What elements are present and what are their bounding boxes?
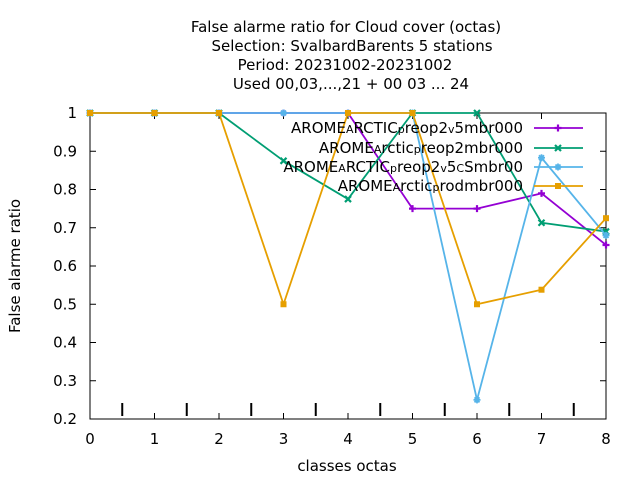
y-tick-label-6: 0.8 xyxy=(53,181,77,199)
x-tick-label-0: 0 xyxy=(85,430,95,448)
x-tick-label-2: 2 xyxy=(214,430,224,448)
series-3-point-8 xyxy=(603,232,610,239)
series-4-point-1 xyxy=(152,111,157,116)
series-1-point-6 xyxy=(474,205,481,212)
x-tick-label-7: 7 xyxy=(537,430,547,448)
legend-marker-1 xyxy=(555,125,562,132)
series-2-point-4 xyxy=(345,196,351,202)
legend-marker-3 xyxy=(555,164,562,171)
title-line-1: False alarme ratio for Cloud cover (octa… xyxy=(191,18,501,36)
y-tick-label-0: 0.2 xyxy=(53,410,77,428)
y-tick-label-3: 0.5 xyxy=(53,295,77,313)
legend-label-2: AROMEArcticpreop2mbr000 xyxy=(319,139,523,157)
series-4-point-8 xyxy=(604,216,609,221)
y-tick-label-4: 0.6 xyxy=(53,257,77,275)
x-tick-label-3: 3 xyxy=(279,430,289,448)
x-tick-label-5: 5 xyxy=(408,430,418,448)
series-4-point-3 xyxy=(281,302,286,307)
series-3-point-3 xyxy=(280,110,287,117)
series-3-point-6 xyxy=(474,396,481,403)
x-tick-label-6: 6 xyxy=(472,430,482,448)
y-tick-label-1: 0.3 xyxy=(53,372,77,390)
chart-title: False alarme ratio for Cloud cover (octa… xyxy=(191,18,501,93)
legend-label-3: AROMEARCTICpreop2v5CSmbr00 xyxy=(283,158,523,176)
y-axis-label: False alarme ratio xyxy=(6,199,24,333)
y-tick-label-5: 0.7 xyxy=(53,219,77,237)
title-line-2: Selection: SvalbardBarents 5 stations xyxy=(211,37,492,55)
y-tick-label-8: 1 xyxy=(67,104,77,122)
y-tick-label-7: 0.9 xyxy=(53,142,77,160)
series-4-point-4 xyxy=(346,111,351,116)
title-line-4: Used 00,03,...,21 + 00 03 ... 24 xyxy=(233,75,469,93)
series-3-point-7 xyxy=(538,154,545,161)
series-4-point-2 xyxy=(217,111,222,116)
x-tick-label-4: 4 xyxy=(343,430,353,448)
legend-label-1: AROMEARCTICpreop2v5mbr000 xyxy=(291,119,523,137)
legend-marker-4 xyxy=(556,184,561,189)
x-tick-label-8: 8 xyxy=(601,430,611,448)
series-4-point-5 xyxy=(410,111,415,116)
x-tick-label-1: 1 xyxy=(150,430,160,448)
series-4-point-0 xyxy=(88,111,93,116)
series-4-point-7 xyxy=(539,287,544,292)
legend-label-4: AROMEArcticprodmbr000 xyxy=(338,177,523,195)
series-4-point-6 xyxy=(475,302,480,307)
title-line-3: Period: 20231002-20231002 xyxy=(238,56,453,74)
x-axis-label: classes octas xyxy=(297,457,397,475)
y-tick-label-2: 0.4 xyxy=(53,334,77,352)
